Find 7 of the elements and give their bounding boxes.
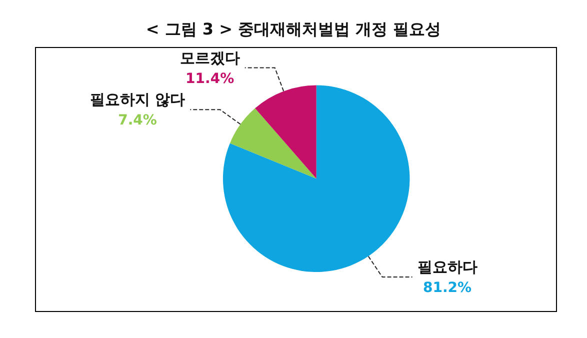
slice-label: 필요하지 않다: [90, 90, 186, 109]
data-label: 7.4%: [118, 112, 157, 129]
data-label: 11.4%: [186, 70, 234, 87]
chart-title: < 그림 3 > 중대재해처벌법 개정 필요성: [146, 20, 442, 38]
slice-label: 모르겠다: [180, 48, 240, 67]
data-label: 81.2%: [422, 280, 472, 296]
slice-label: 필요하다: [417, 258, 478, 276]
